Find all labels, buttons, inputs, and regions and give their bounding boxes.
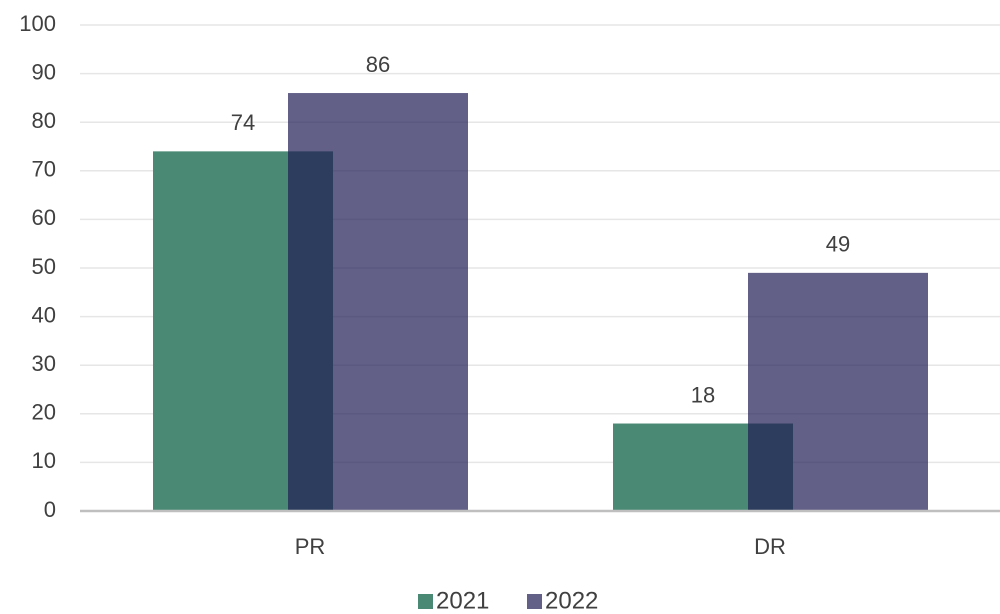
y-tick-label: 70 — [32, 157, 56, 182]
data-label: 18 — [691, 382, 715, 407]
x-tick-label: PR — [295, 534, 326, 559]
legend-label: 2022 — [545, 587, 598, 614]
y-tick-label: 0 — [44, 497, 56, 522]
legend-label: 2021 — [436, 587, 489, 614]
legend-swatch — [418, 594, 433, 609]
y-tick-label: 30 — [32, 351, 56, 376]
y-tick-label: 80 — [32, 108, 56, 133]
y-tick-label: 60 — [32, 205, 56, 230]
y-tick-label: 20 — [32, 400, 56, 425]
y-tick-label: 100 — [19, 11, 56, 36]
data-label: 49 — [826, 232, 850, 257]
x-tick-label: DR — [754, 534, 786, 559]
y-tick-label: 90 — [32, 59, 56, 84]
y-tick-label: 40 — [32, 302, 56, 327]
bar — [748, 272, 928, 511]
data-label: 74 — [231, 110, 255, 135]
legend-swatch — [527, 594, 542, 609]
bar — [288, 93, 468, 511]
y-tick-label: 10 — [32, 448, 56, 473]
data-label: 86 — [366, 52, 390, 77]
y-tick-label: 50 — [32, 254, 56, 279]
